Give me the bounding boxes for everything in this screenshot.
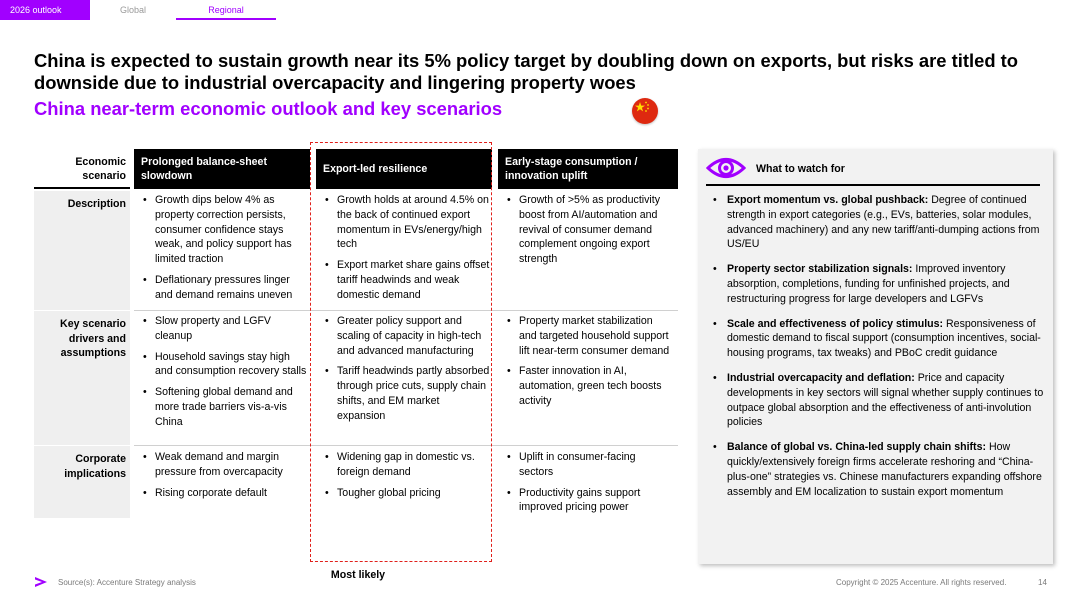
row-divider xyxy=(134,445,678,446)
watch-list: Export momentum vs. global pushback: Deg… xyxy=(710,193,1046,509)
list-item: Tariff headwinds partly absorbed through… xyxy=(324,364,490,423)
tab-regional[interactable]: Regional xyxy=(176,0,276,20)
list-item: Tougher global pricing xyxy=(324,486,490,501)
china-flag-icon xyxy=(632,98,658,124)
list-item: Productivity gains support improved pric… xyxy=(506,486,672,516)
row-divider xyxy=(134,310,678,311)
cell-drivers-balance-sheet: Slow property and LGFV cleanup Household… xyxy=(142,314,308,436)
eye-icon xyxy=(705,155,747,186)
row-label-description: Description xyxy=(34,191,130,310)
list-item: Deflationary pressures linger and demand… xyxy=(142,273,308,303)
tab-2026-outlook[interactable]: 2026 outlook xyxy=(0,0,90,20)
page-subheadline: China near-term economic outlook and key… xyxy=(34,98,503,119)
watch-item: Scale and effectiveness of policy stimul… xyxy=(710,317,1046,361)
list-item: Rising corporate default xyxy=(142,486,308,501)
list-item: Property market stabilization and target… xyxy=(506,314,672,358)
most-likely-label: Most likely xyxy=(330,569,386,581)
divider xyxy=(706,184,1040,186)
list-item: Softening global demand and more trade b… xyxy=(142,385,308,429)
accenture-logo-icon xyxy=(34,575,50,594)
row-label-corporate: Corporate implications xyxy=(34,446,130,518)
page-number: 14 xyxy=(1038,578,1047,587)
source-note: Source(s): Accenture Strategy analysis xyxy=(58,578,196,587)
cell-description-consumption: Growth of >5% as productivity boost from… xyxy=(506,193,672,273)
list-item: Widening gap in domestic vs. foreign dem… xyxy=(324,450,490,480)
list-item: Growth holds at around 4.5% on the back … xyxy=(324,193,490,252)
list-item: Greater policy support and scaling of ca… xyxy=(324,314,490,358)
copyright: Copyright © 2025 Accenture. All rights r… xyxy=(836,578,1007,587)
row-label-drivers: Key scenario drivers and assumptions xyxy=(34,311,130,445)
list-item: Faster innovation in AI, automation, gre… xyxy=(506,364,672,408)
column-header-balance-sheet: Prolonged balance-sheet slowdown xyxy=(134,149,310,189)
list-item: Uplift in consumer-facing sectors xyxy=(506,450,672,480)
cell-drivers-consumption: Property market stabilization and target… xyxy=(506,314,672,415)
list-item: Export market share gains offset tariff … xyxy=(324,258,490,302)
scenario-label: Economic scenario xyxy=(34,149,130,189)
cell-corporate-consumption: Uplift in consumer-facing sectors Produc… xyxy=(506,450,672,521)
watch-item: Industrial overcapacity and deflation: P… xyxy=(710,371,1046,430)
cell-description-balance-sheet: Growth dips below 4% as property correct… xyxy=(142,193,308,309)
list-item: Slow property and LGFV cleanup xyxy=(142,314,308,344)
cell-drivers-export-led: Greater policy support and scaling of ca… xyxy=(324,314,490,430)
watch-item: Export momentum vs. global pushback: Deg… xyxy=(710,193,1046,252)
list-item: Growth dips below 4% as property correct… xyxy=(142,193,308,267)
cell-description-export-led: Growth holds at around 4.5% on the back … xyxy=(324,193,490,309)
column-header-consumption: Early-stage consumption / innovation upl… xyxy=(498,149,678,189)
watch-item: Property sector stabilization signals: I… xyxy=(710,262,1046,306)
watch-panel: What to watch for Export momentum vs. gl… xyxy=(698,149,1053,564)
watch-panel-title: What to watch for xyxy=(756,163,845,175)
list-item: Household savings stay high and consumpt… xyxy=(142,350,308,380)
cell-corporate-balance-sheet: Weak demand and margin pressure from ove… xyxy=(142,450,308,506)
column-header-export-led: Export-led resilience xyxy=(316,149,492,189)
list-item: Growth of >5% as productivity boost from… xyxy=(506,193,672,267)
top-nav: 2026 outlook Global Regional xyxy=(0,0,1080,20)
tab-global[interactable]: Global xyxy=(119,5,146,15)
list-item: Weak demand and margin pressure from ove… xyxy=(142,450,308,480)
cell-corporate-export-led: Widening gap in domestic vs. foreign dem… xyxy=(324,450,490,506)
page-headline: China is expected to sustain growth near… xyxy=(34,50,1019,93)
watch-item: Balance of global vs. China-led supply c… xyxy=(710,440,1046,499)
